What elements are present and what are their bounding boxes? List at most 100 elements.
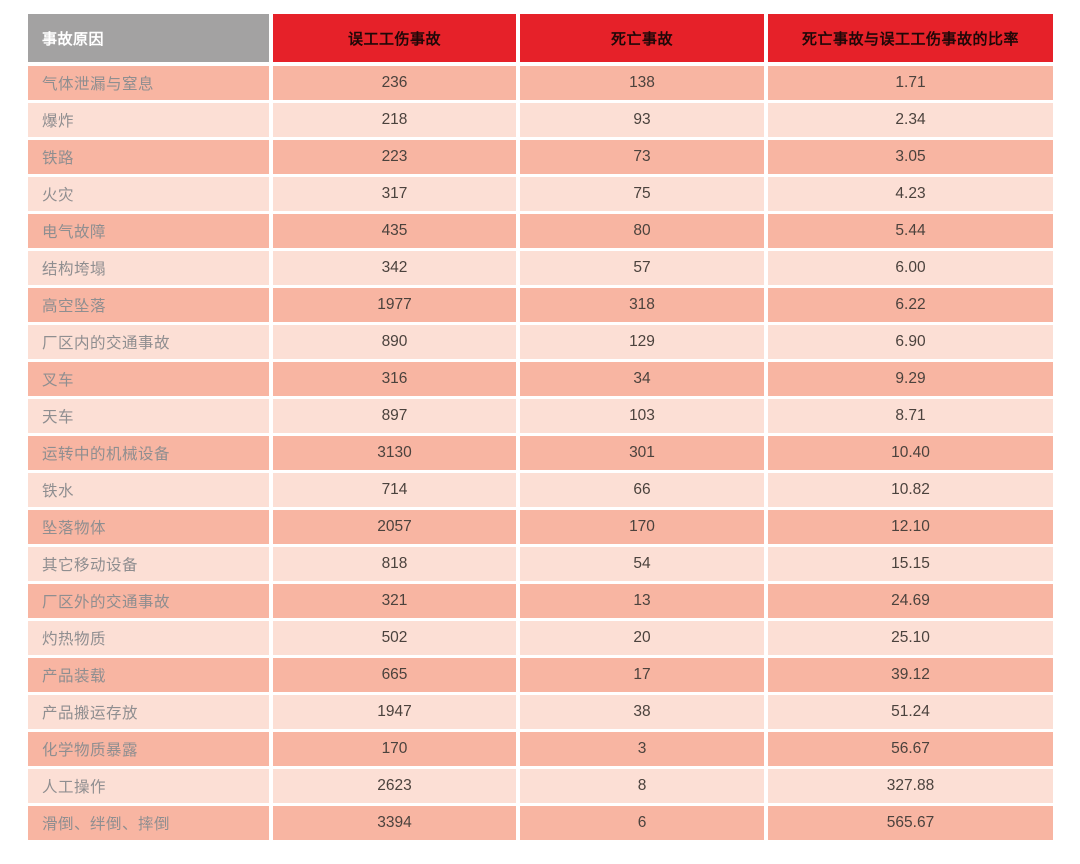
cell-deaths: 17 — [520, 658, 764, 692]
cell-lost-time: 665 — [273, 658, 516, 692]
cell-ratio: 2.34 — [768, 103, 1053, 137]
cell-ratio: 8.71 — [768, 399, 1053, 433]
table-row: 结构垮塌 342 57 6.00 — [28, 251, 1053, 285]
table-row: 叉车 316 34 9.29 — [28, 362, 1053, 396]
cell-lost-time: 218 — [273, 103, 516, 137]
cell-lost-time: 316 — [273, 362, 516, 396]
table-body: 气体泄漏与窒息 236 138 1.71 爆炸 218 93 2.34 铁路 2… — [28, 66, 1053, 840]
cell-cause: 产品搬运存放 — [28, 695, 269, 729]
table-row: 高空坠落 1977 318 6.22 — [28, 288, 1053, 322]
cell-ratio: 3.05 — [768, 140, 1053, 174]
cell-lost-time: 1977 — [273, 288, 516, 322]
table-row: 化学物质暴露 170 3 56.67 — [28, 732, 1053, 766]
column-header-lost-time: 误工工伤事故 — [273, 14, 516, 62]
column-header-ratio: 死亡事故与误工工伤事故的比率 — [768, 14, 1053, 62]
cell-cause: 气体泄漏与窒息 — [28, 66, 269, 100]
cell-deaths: 54 — [520, 547, 764, 581]
table-row: 铁水 714 66 10.82 — [28, 473, 1053, 507]
cell-lost-time: 342 — [273, 251, 516, 285]
cell-deaths: 138 — [520, 66, 764, 100]
cell-deaths: 57 — [520, 251, 764, 285]
cell-lost-time: 3130 — [273, 436, 516, 470]
cell-lost-time: 2057 — [273, 510, 516, 544]
cell-deaths: 73 — [520, 140, 764, 174]
table-row: 滑倒、绊倒、摔倒 3394 6 565.67 — [28, 806, 1053, 840]
cell-cause: 天车 — [28, 399, 269, 433]
table-row: 产品搬运存放 1947 38 51.24 — [28, 695, 1053, 729]
cell-deaths: 13 — [520, 584, 764, 618]
cell-cause: 人工操作 — [28, 769, 269, 803]
cell-ratio: 15.15 — [768, 547, 1053, 581]
table-row: 运转中的机械设备 3130 301 10.40 — [28, 436, 1053, 470]
cell-ratio: 6.22 — [768, 288, 1053, 322]
cell-cause: 电气故障 — [28, 214, 269, 248]
cell-deaths: 20 — [520, 621, 764, 655]
table-row: 人工操作 2623 8 327.88 — [28, 769, 1053, 803]
cell-cause: 滑倒、绊倒、摔倒 — [28, 806, 269, 840]
cell-deaths: 3 — [520, 732, 764, 766]
table-row: 灼热物质 502 20 25.10 — [28, 621, 1053, 655]
cell-deaths: 93 — [520, 103, 764, 137]
table-row: 铁路 223 73 3.05 — [28, 140, 1053, 174]
cell-ratio: 4.23 — [768, 177, 1053, 211]
cell-cause: 高空坠落 — [28, 288, 269, 322]
column-header-deaths: 死亡事故 — [520, 14, 764, 62]
cell-lost-time: 2623 — [273, 769, 516, 803]
cell-deaths: 80 — [520, 214, 764, 248]
cell-ratio: 6.90 — [768, 325, 1053, 359]
cell-ratio: 6.00 — [768, 251, 1053, 285]
cell-lost-time: 818 — [273, 547, 516, 581]
cell-cause: 铁水 — [28, 473, 269, 507]
cell-ratio: 56.67 — [768, 732, 1053, 766]
cell-lost-time: 897 — [273, 399, 516, 433]
table-row: 坠落物体 2057 170 12.10 — [28, 510, 1053, 544]
cell-deaths: 103 — [520, 399, 764, 433]
cell-lost-time: 223 — [273, 140, 516, 174]
cell-cause: 铁路 — [28, 140, 269, 174]
cell-lost-time: 236 — [273, 66, 516, 100]
cell-cause: 结构垮塌 — [28, 251, 269, 285]
cell-deaths: 318 — [520, 288, 764, 322]
table-row: 产品装载 665 17 39.12 — [28, 658, 1053, 692]
cell-deaths: 129 — [520, 325, 764, 359]
table-row: 天车 897 103 8.71 — [28, 399, 1053, 433]
cell-ratio: 39.12 — [768, 658, 1053, 692]
cell-cause: 灼热物质 — [28, 621, 269, 655]
cell-ratio: 10.40 — [768, 436, 1053, 470]
table-header-row: 事故原因 误工工伤事故 死亡事故 死亡事故与误工工伤事故的比率 — [28, 14, 1053, 62]
cell-deaths: 38 — [520, 695, 764, 729]
cell-ratio: 5.44 — [768, 214, 1053, 248]
table-row: 其它移动设备 818 54 15.15 — [28, 547, 1053, 581]
table-row: 气体泄漏与窒息 236 138 1.71 — [28, 66, 1053, 100]
cell-cause: 运转中的机械设备 — [28, 436, 269, 470]
cell-lost-time: 1947 — [273, 695, 516, 729]
cell-ratio: 12.10 — [768, 510, 1053, 544]
cell-cause: 叉车 — [28, 362, 269, 396]
cell-deaths: 170 — [520, 510, 764, 544]
cell-deaths: 6 — [520, 806, 764, 840]
cell-deaths: 75 — [520, 177, 764, 211]
cell-lost-time: 890 — [273, 325, 516, 359]
cell-cause: 爆炸 — [28, 103, 269, 137]
cell-ratio: 9.29 — [768, 362, 1053, 396]
cell-cause: 坠落物体 — [28, 510, 269, 544]
cell-ratio: 10.82 — [768, 473, 1053, 507]
accident-table: 事故原因 误工工伤事故 死亡事故 死亡事故与误工工伤事故的比率 气体泄漏与窒息 … — [28, 14, 1053, 843]
cell-lost-time: 170 — [273, 732, 516, 766]
cell-lost-time: 321 — [273, 584, 516, 618]
cell-cause: 其它移动设备 — [28, 547, 269, 581]
cell-deaths: 301 — [520, 436, 764, 470]
cell-cause: 化学物质暴露 — [28, 732, 269, 766]
cell-cause: 厂区内的交通事故 — [28, 325, 269, 359]
table-row: 爆炸 218 93 2.34 — [28, 103, 1053, 137]
table-row: 电气故障 435 80 5.44 — [28, 214, 1053, 248]
column-header-cause: 事故原因 — [28, 14, 269, 62]
cell-ratio: 327.88 — [768, 769, 1053, 803]
table-row: 厂区外的交通事故 321 13 24.69 — [28, 584, 1053, 618]
cell-lost-time: 435 — [273, 214, 516, 248]
cell-cause: 产品装载 — [28, 658, 269, 692]
cell-ratio: 24.69 — [768, 584, 1053, 618]
cell-cause: 火灾 — [28, 177, 269, 211]
cell-deaths: 34 — [520, 362, 764, 396]
